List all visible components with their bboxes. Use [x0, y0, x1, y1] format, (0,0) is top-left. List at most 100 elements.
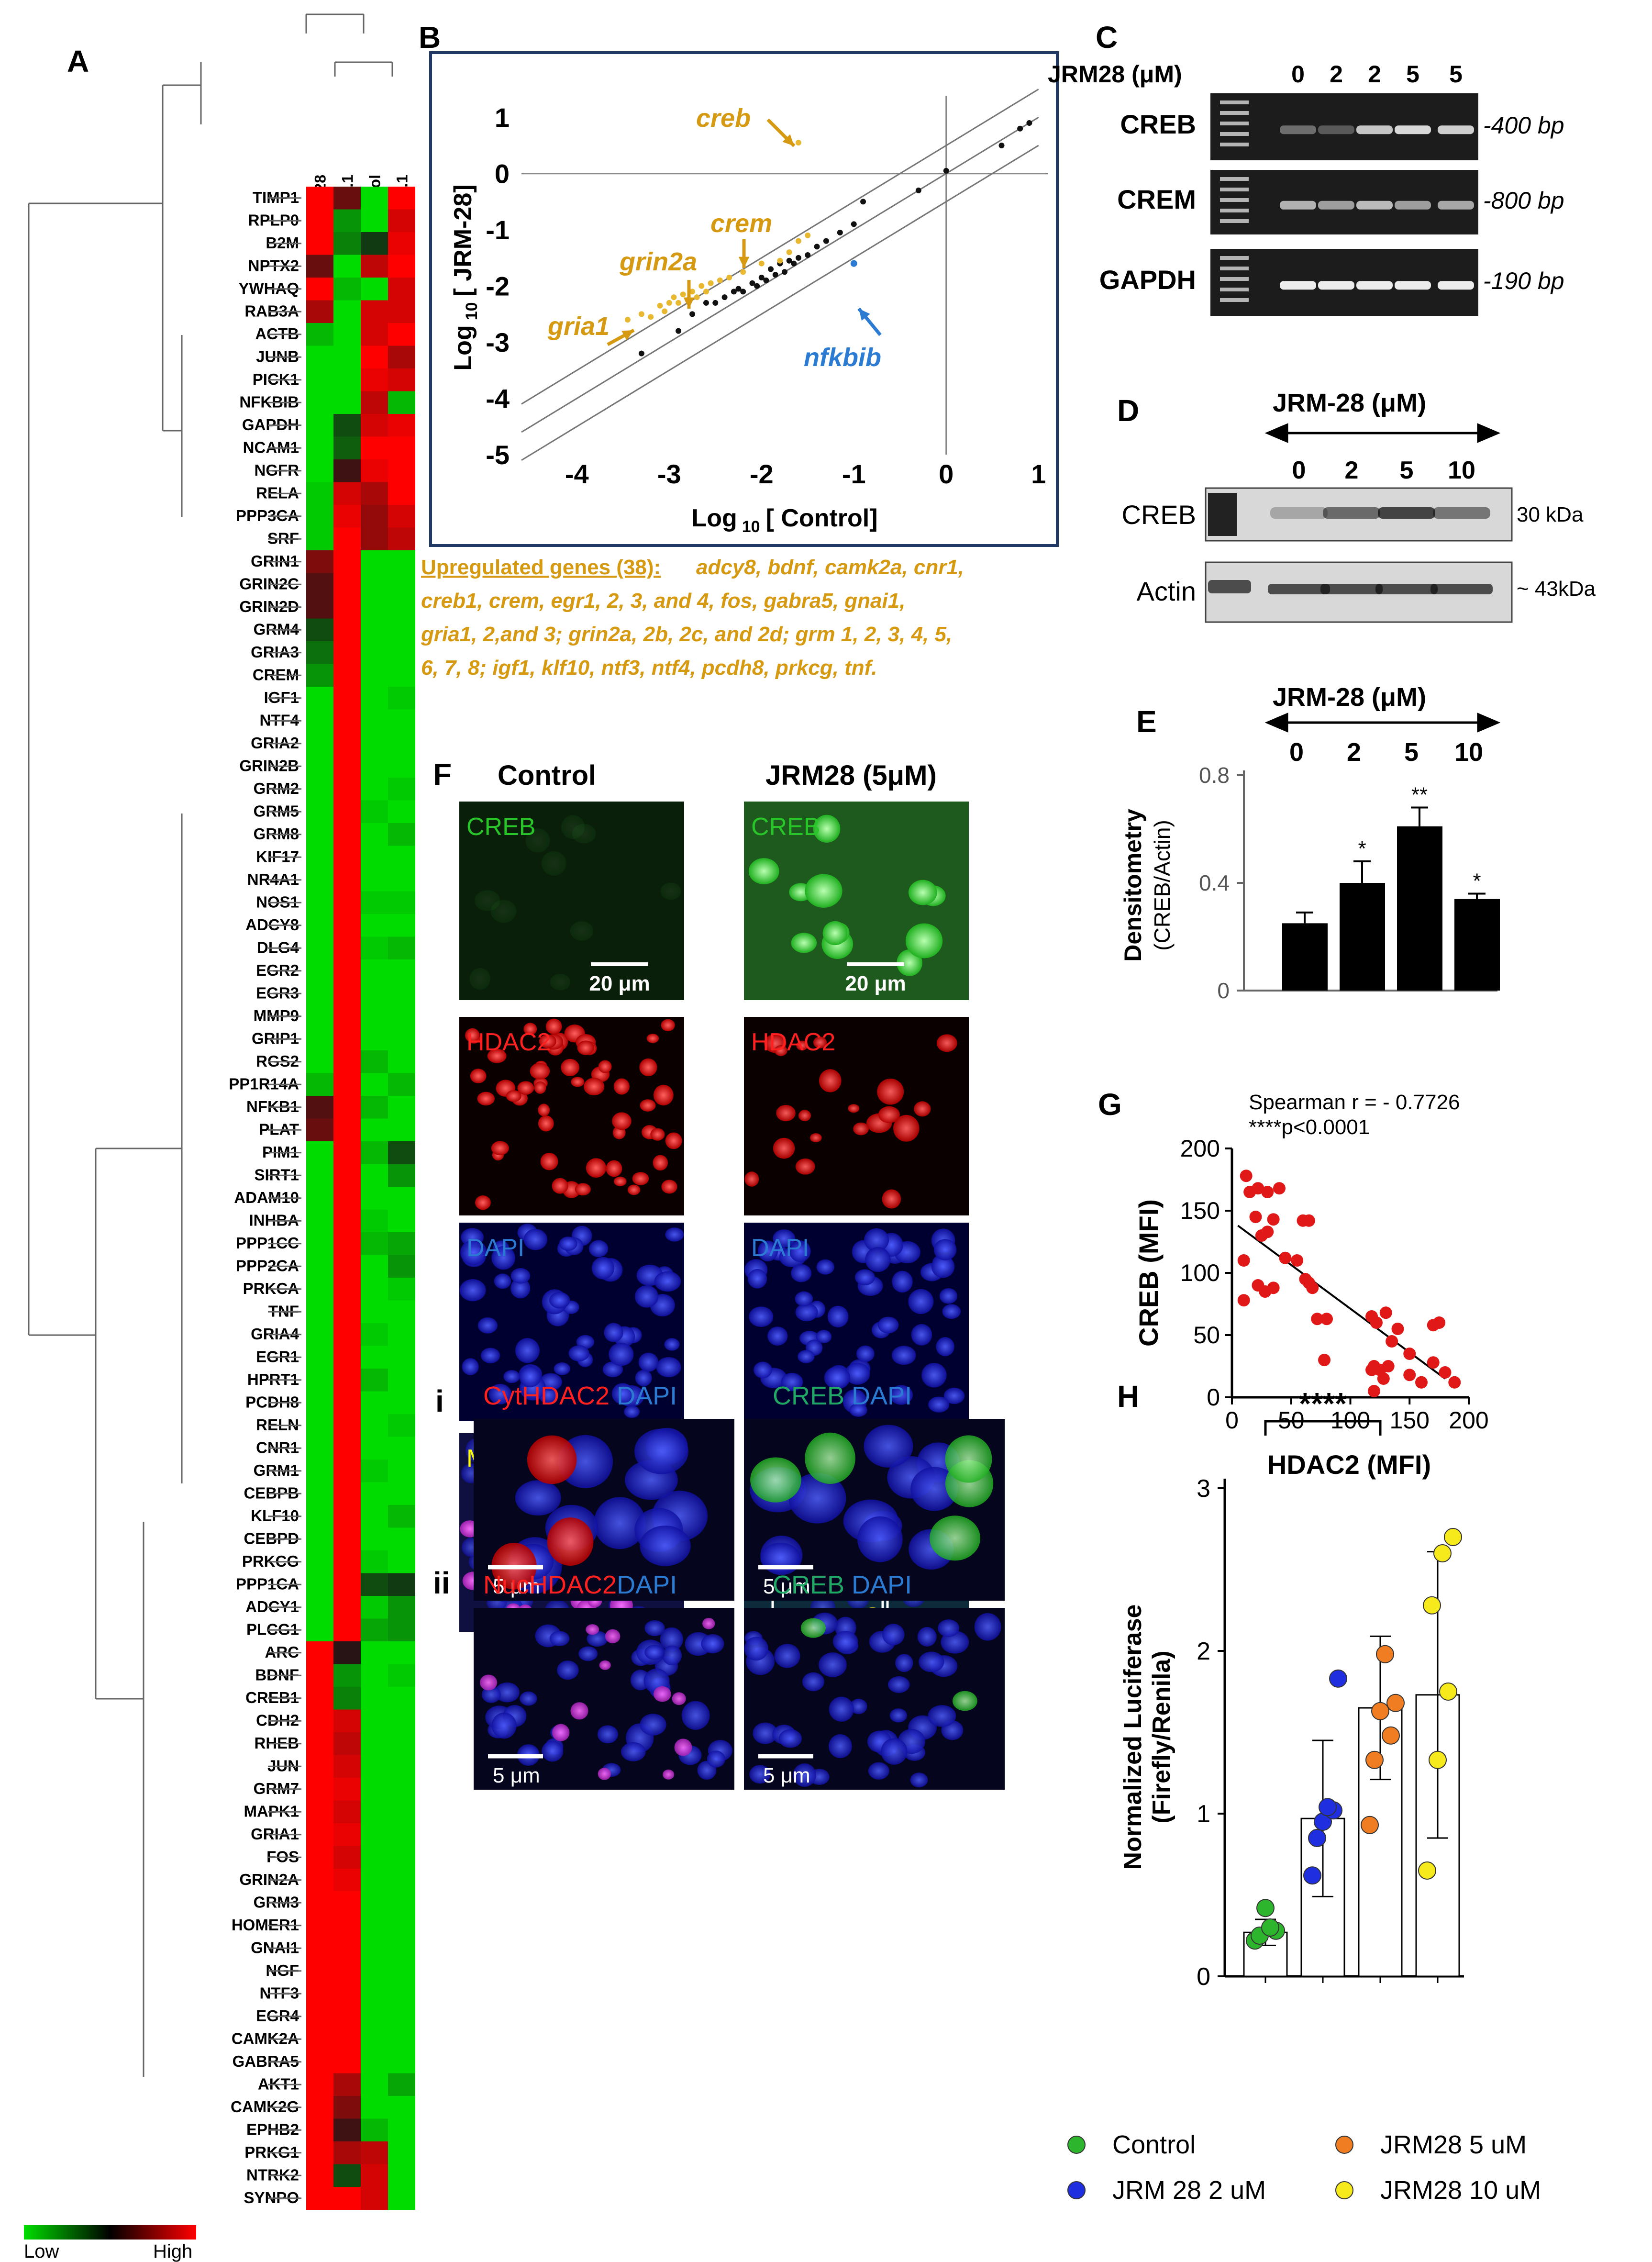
- heatmap-cell: [306, 1664, 333, 1687]
- data-point-black: [772, 272, 778, 278]
- heatmap-cell: [388, 1391, 415, 1415]
- heatmap-cell: [388, 1687, 415, 1710]
- y-tick-label: 50: [1193, 1322, 1220, 1348]
- heatmap-cell: [306, 1346, 333, 1369]
- heatmap-cell: [388, 1164, 415, 1187]
- cell: [482, 1686, 501, 1703]
- cell: [795, 1291, 813, 1306]
- heatmap-cell: [361, 596, 388, 619]
- heatmap-cell: [333, 641, 361, 664]
- cell: [938, 1619, 960, 1637]
- heatmap-cell: [388, 778, 415, 801]
- channel-label: HDAC2: [751, 1028, 835, 1056]
- heatmap-cell: [361, 755, 388, 778]
- data-point-black: [782, 269, 787, 275]
- y-axis-label-2: (CREB/Actin): [1150, 820, 1175, 950]
- heatmap-cell: [388, 846, 415, 869]
- blot-band-creb: [1433, 507, 1490, 519]
- heatmap-cell: [306, 2096, 333, 2119]
- cell: [774, 1644, 800, 1668]
- annotation-nfkbib-arrowhead: [859, 309, 870, 321]
- heatmap-cell: [333, 1550, 361, 1573]
- y-tick-label: 200: [1180, 1135, 1220, 1162]
- heatmap-cell: [388, 436, 415, 460]
- data-point-gold: [648, 314, 654, 320]
- heatmap-cell: [333, 1255, 361, 1278]
- heatmap-cell: [306, 1914, 333, 1937]
- heatmap-cell: [333, 209, 361, 233]
- channel-label: DAPI: [466, 1234, 524, 1262]
- heatmap-cell: [333, 1982, 361, 2006]
- cell: [893, 1114, 920, 1142]
- heatmap-cell: [333, 391, 361, 414]
- heatmap-cell: [306, 1869, 333, 1892]
- heatmap-cell: [306, 323, 333, 346]
- data-point-black: [763, 277, 769, 283]
- cell: [856, 1345, 875, 1362]
- cell: [661, 1180, 677, 1194]
- data-point: [1382, 1360, 1395, 1372]
- heatmap-cell: [306, 1527, 333, 1551]
- heatmap-cell: [388, 2164, 415, 2187]
- heatmap-cell: [361, 1869, 388, 1892]
- upregulated-line-4: 6, 7, 8; igf1, klf10, ntf3, ntf4, pcdh8,…: [421, 656, 877, 680]
- cell: [614, 1176, 627, 1186]
- data-point-gold: [717, 277, 723, 283]
- data-point: [1261, 1186, 1274, 1198]
- heatmap-cell: [361, 936, 388, 960]
- cell: [598, 1768, 611, 1780]
- data-point-gold: [708, 280, 714, 286]
- cell: [828, 1734, 852, 1759]
- heatmap-cell: [388, 687, 415, 710]
- cell: [613, 1078, 630, 1095]
- data-point-black: [638, 350, 644, 357]
- data-point-gold: [676, 300, 682, 306]
- heatmap-cell: [333, 823, 361, 846]
- cell: [778, 1729, 802, 1748]
- panel-i-label: i: [435, 1384, 444, 1418]
- heatmap-cell: [306, 1391, 333, 1415]
- data-point: [1237, 1254, 1250, 1267]
- data-point-gold: [805, 232, 811, 238]
- y-tick-label: 100: [1180, 1259, 1220, 1286]
- heatmap-cell: [306, 1255, 333, 1278]
- cell: [917, 1627, 937, 1647]
- panel-g-label: G: [1098, 1087, 1122, 1122]
- y-tick-label: 0.4: [1199, 870, 1230, 895]
- heatmap-cell: [333, 1141, 361, 1164]
- cell: [868, 1762, 889, 1780]
- cell: [599, 1660, 611, 1670]
- y-tick-label: 1: [495, 102, 510, 133]
- cell: [534, 1081, 546, 1094]
- panel-ii-right-label: CREB DAPI: [773, 1571, 912, 1599]
- heatmap-cell: [333, 187, 361, 210]
- channel-label: CREB: [466, 813, 535, 841]
- cell: [609, 1343, 634, 1366]
- data-point-black: [1026, 120, 1032, 126]
- data-point: [1433, 1316, 1446, 1329]
- data-point-black: [740, 289, 746, 295]
- heatmap-cell: [333, 2096, 361, 2119]
- y-axis-label: Normalized Luciferase: [1119, 1605, 1147, 1870]
- x-axis-label-post: [ Control]: [766, 504, 878, 532]
- heatmap-cell: [333, 664, 361, 687]
- data-point-black: [721, 294, 728, 301]
- gel-ladder-band: [1220, 256, 1249, 260]
- data-point: [1439, 1683, 1457, 1701]
- heatmap-cell: [388, 732, 415, 755]
- gel-ladder-band: [1220, 219, 1249, 223]
- heatmap-cell: [388, 959, 415, 982]
- heatmap-cell: [388, 1187, 415, 1210]
- heatmap-cell: [306, 436, 333, 460]
- cell: [575, 1183, 591, 1196]
- cell: [665, 1132, 682, 1149]
- cell: [627, 1184, 641, 1195]
- heatmap-cell: [306, 505, 333, 528]
- heatmap-cell: [333, 459, 361, 482]
- heatmap-cell: [306, 914, 333, 937]
- heatmap-cell: [361, 1050, 388, 1073]
- data-point: [1386, 1335, 1398, 1348]
- data-point: [1429, 1750, 1447, 1769]
- cell: [611, 1383, 634, 1404]
